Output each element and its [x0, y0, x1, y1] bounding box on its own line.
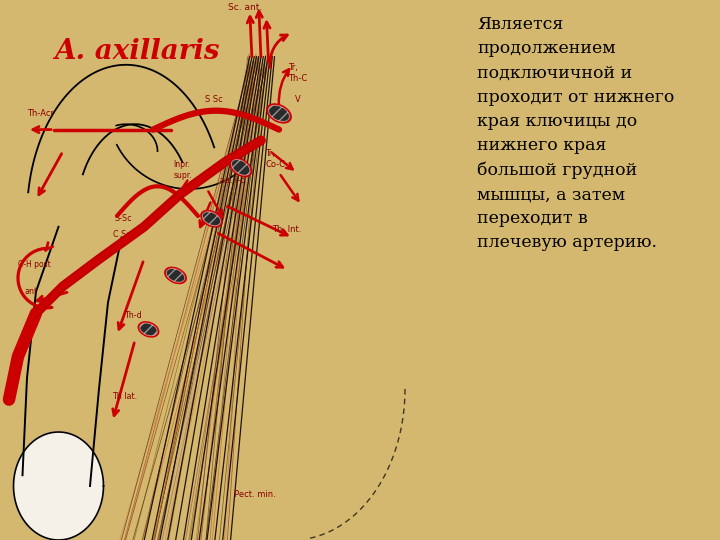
Ellipse shape [139, 322, 158, 336]
Text: S Sc: S Sc [204, 96, 222, 104]
Text: C-H post: C-H post [18, 260, 50, 269]
Text: S-Sc: S-Sc [114, 214, 132, 223]
Text: C Sc: C Sc [114, 231, 131, 239]
Text: Th. Int.: Th. Int. [272, 225, 302, 234]
Text: aa. i-c: aa. i-c [220, 177, 245, 185]
Text: Th-Acr: Th-Acr [27, 109, 54, 118]
Text: V: V [294, 96, 300, 104]
Text: A. axillaris: A. axillaris [54, 38, 220, 65]
Text: Th-d: Th-d [124, 312, 142, 320]
Text: Tr,: Tr, [288, 63, 298, 72]
Polygon shape [14, 432, 104, 540]
Ellipse shape [267, 104, 291, 123]
Ellipse shape [230, 158, 251, 177]
Text: Sc. ant.: Sc. ant. [228, 3, 262, 12]
Text: Co-C: Co-C [266, 160, 286, 169]
Ellipse shape [165, 268, 186, 283]
Text: Th-C: Th-C [288, 74, 307, 83]
Ellipse shape [201, 211, 222, 227]
Text: Является
продолжением
подключичной и
проходит от нижнего
края ключицы до
нижнего: Является продолжением подключичной и про… [477, 16, 675, 251]
Text: Pect. min.: Pect. min. [234, 490, 276, 498]
Text: Tr,: Tr, [266, 150, 275, 158]
Text: Th lat.: Th lat. [112, 393, 138, 401]
Text: ant: ant [24, 287, 38, 296]
Text: lnpr.
supr.: lnpr. supr. [174, 160, 192, 180]
